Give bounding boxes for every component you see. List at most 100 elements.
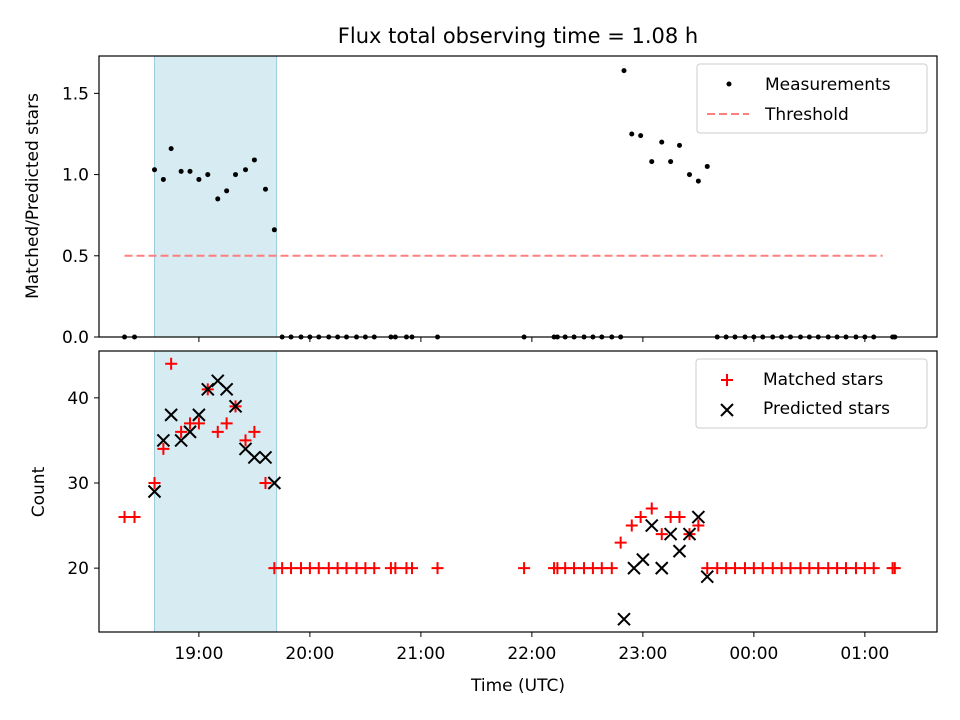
- bottom-y-tick-label: 20: [67, 559, 89, 579]
- matched-stars-point: [673, 511, 686, 524]
- measurements-point: [262, 186, 268, 192]
- top-shaded-interval: [153, 55, 278, 338]
- matched-stars-point: [634, 511, 647, 524]
- predicted-stars-point: [258, 450, 273, 465]
- predicted-stars-point: [164, 408, 178, 422]
- bottom-y-tick-label: 30: [67, 474, 89, 494]
- predicted-stars-point: [192, 408, 206, 422]
- chart-title: Flux total observing time = 1.08 h: [338, 24, 698, 48]
- predicted-stars-point: [247, 450, 262, 465]
- top-y-tick-label: 1.5: [62, 84, 89, 104]
- matched-stars-point: [175, 425, 188, 438]
- top-legend: Measurements Threshold: [696, 63, 928, 134]
- bottom-plot-frame: [98, 350, 938, 633]
- top-y-axis-label: Matched/Predicted stars: [23, 93, 43, 299]
- matched-stars-point: [389, 562, 402, 575]
- legend-label-predicted-stars: Predicted stars: [763, 399, 890, 419]
- top-y-tick-label: 0.0: [62, 328, 89, 348]
- measurements-point: [659, 139, 665, 145]
- matched-stars-point: [625, 519, 638, 532]
- predicted-stars-point: [219, 382, 234, 397]
- measurements-point: [621, 68, 627, 74]
- matched-stars-point: [605, 562, 618, 575]
- measurements-point: [243, 167, 249, 173]
- legend-marker-predicted-stars: [720, 403, 734, 417]
- matched-stars-point: [645, 502, 658, 515]
- bottom-legend-box: [695, 358, 928, 429]
- matched-stars-point: [431, 562, 444, 575]
- predicted-stars-point: [617, 612, 631, 626]
- predicted-stars-point: [645, 518, 659, 533]
- x-tick-label: 00:00: [729, 644, 778, 664]
- measurements-point: [686, 172, 692, 178]
- measurements-point: [638, 133, 644, 139]
- bottom-shaded-interval: [153, 350, 278, 633]
- matched-stars-point: [259, 476, 272, 489]
- predicted-stars-point: [201, 382, 215, 397]
- matched-stars-point: [239, 434, 252, 447]
- measurements-point: [215, 196, 221, 202]
- predicted-stars-point: [156, 433, 171, 448]
- x-axis-label: Time (UTC): [470, 676, 565, 696]
- measurements-point: [233, 172, 239, 178]
- legend-label-matched-stars: Matched stars: [763, 370, 883, 390]
- bottom-panel: 20 30 40 19:00 20:00 21:00 22:00 23:00 00:00 01:0…: [29, 350, 938, 696]
- predicted-stars-point: [663, 527, 678, 541]
- measurements-point: [178, 168, 184, 174]
- measurements-point: [224, 188, 230, 194]
- measurements-point: [151, 167, 157, 173]
- x-tick-label: 19:00: [174, 644, 223, 664]
- legend-marker-matched-stars: [721, 374, 733, 386]
- matched-stars-point: [192, 417, 205, 430]
- predicted-stars-point: [682, 527, 697, 541]
- predicted-stars-point: [655, 561, 669, 575]
- predicted-stars-point: [267, 476, 282, 490]
- measurements-point: [187, 168, 193, 174]
- measurements-point: [160, 176, 166, 182]
- predicted-stars-point: [672, 544, 687, 558]
- measurements-point: [196, 176, 202, 182]
- measurements-point: [271, 227, 277, 233]
- top-plot-frame: [98, 55, 938, 338]
- matched-stars-point: [692, 519, 705, 532]
- predicted-stars-point: [636, 552, 650, 567]
- measurements-point: [649, 159, 655, 165]
- measurements-point: [251, 157, 257, 163]
- predicted-stars-point: [183, 425, 197, 439]
- measurements-point: [695, 178, 701, 184]
- matched-stars-point: [518, 562, 531, 575]
- predicted-stars-point: [700, 569, 714, 584]
- measurements-point: [629, 131, 635, 137]
- bottom-y-axis-label: Count: [29, 466, 49, 517]
- matched-stars-point: [128, 511, 141, 524]
- x-tick-label: 22:00: [507, 644, 556, 664]
- predicted-stars-point: [228, 399, 243, 414]
- x-tick-label: 01:00: [840, 644, 889, 664]
- bottom-y-tick-label: 40: [67, 389, 89, 409]
- legend-label-measurements: Measurements: [765, 75, 891, 95]
- top-legend-box: [696, 63, 928, 134]
- measurements-point: [168, 146, 174, 152]
- measurements-point: [205, 172, 211, 178]
- matched-stars-point: [157, 442, 170, 455]
- legend-label-threshold: Threshold: [764, 105, 849, 125]
- matched-stars-point: [614, 536, 627, 549]
- x-tick-label: 21:00: [396, 644, 445, 664]
- legend-marker-measurements: [726, 81, 732, 87]
- matched-stars-point: [406, 562, 419, 575]
- top-panel: 0.0 0.5 1.0 1.5 Matched/Predicted stars Mea…: [23, 55, 938, 348]
- matched-stars-point: [211, 425, 224, 438]
- matched-stars-point: [368, 562, 381, 575]
- matched-stars-point: [655, 528, 668, 541]
- matched-stars-point: [248, 425, 261, 438]
- measurements-point: [668, 159, 674, 165]
- measurements-point: [704, 163, 710, 169]
- matched-stars-point: [165, 357, 178, 370]
- matched-stars-point: [867, 562, 880, 575]
- matched-stars-point: [148, 476, 161, 489]
- predicted-stars-point: [691, 510, 706, 524]
- x-tick-label: 20:00: [285, 644, 334, 664]
- matched-stars-point: [888, 562, 901, 575]
- predicted-stars-point: [147, 484, 162, 499]
